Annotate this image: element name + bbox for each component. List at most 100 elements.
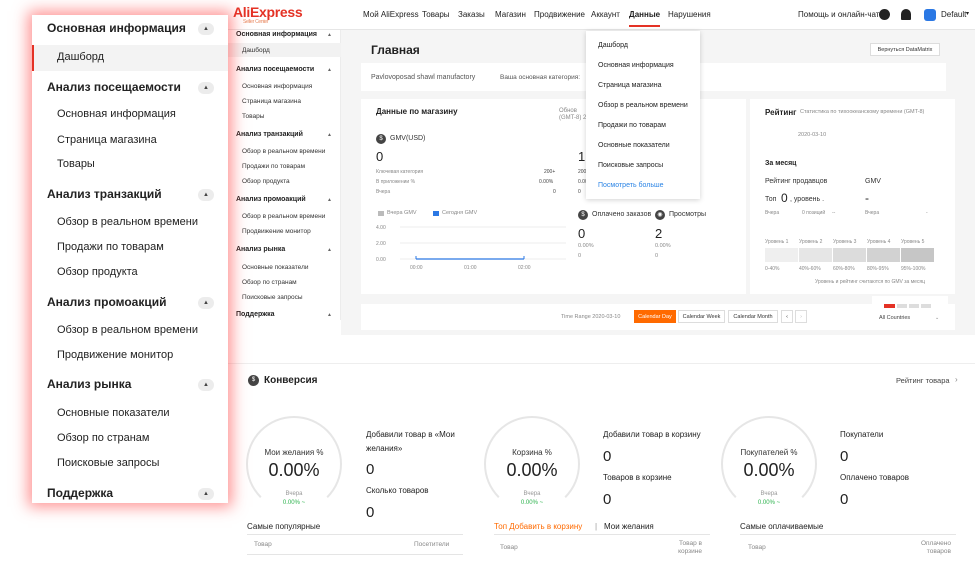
menu-section-traffic[interactable]: Анализ посещаемости [47,80,181,94]
chevron-right-icon[interactable]: › [955,375,958,384]
col-product: Товар [500,544,518,551]
language-select[interactable]: Default [941,10,967,19]
chevron-down-icon[interactable]: ⌄ [935,315,940,321]
collapse-icon[interactable]: ▲ [327,197,332,203]
calendar-week-button[interactable]: Calendar Week [678,310,725,323]
collapse-icon[interactable]: ▲ [198,189,214,201]
collapse-icon[interactable]: ▲ [327,247,332,253]
collapse-icon[interactable]: ▲ [198,297,214,309]
level-bar [833,248,866,262]
sidebar-item[interactable]: Товары [242,113,265,120]
level-bar [765,248,798,262]
chat-icon[interactable] [879,9,890,20]
menu-item[interactable]: Обзор в реальном времени [57,216,199,228]
top-cart-tab[interactable]: Топ Добавить в корзину [494,522,583,531]
collapse-icon[interactable]: ▲ [198,379,214,391]
sidebar-section-traffic[interactable]: Анализ посещаемости [236,66,315,73]
wishlist-tab[interactable]: Мои желания [604,522,654,531]
menu-item[interactable]: Основные показатели [57,407,170,419]
menu-item[interactable]: Обзор по странам [57,432,150,444]
gauge-delta: 0.00% ~ [757,500,781,506]
help-chat-link[interactable]: Помощь и онлайн-чат [798,10,880,19]
sidebar-item[interactable]: Обзор продукта [242,178,290,185]
bell-icon[interactable] [901,9,911,20]
sidebar-item[interactable]: Поисковые запросы [242,294,303,301]
collapse-icon[interactable]: ▲ [327,132,332,138]
menu-item[interactable]: Основная информация [57,108,176,120]
chevron-left-icon[interactable]: ‹ [781,310,793,323]
paid-orders-prev: 0 [578,253,582,259]
sidebar-item[interactable]: Основная информация [242,83,313,90]
menu-item[interactable]: Поисковые запросы [57,457,160,469]
language-icon[interactable] [924,9,936,21]
sidebar-item-dashboard[interactable]: Дашборд [242,47,270,54]
views-prev: 0 [655,253,659,259]
menu-section-support[interactable]: Поддержка [47,486,114,500]
dropdown-view-more-link[interactable]: Посмотреть больше [598,182,664,189]
menu-item-dashboard[interactable]: Дашборд [57,51,105,63]
nav-data[interactable]: Данные [629,10,661,27]
menu-item[interactable]: Страница магазина [57,134,157,146]
dropdown-item[interactable]: Страница магазина [598,82,662,89]
chevron-down-icon[interactable]: ▾ [966,11,970,17]
sidebar-section-basic[interactable]: Основная информация [236,31,317,38]
chevron-right-icon[interactable]: › [795,310,807,323]
dropdown-item[interactable]: Обзор в реальном времени [598,102,688,109]
menu-section-transactions[interactable]: Анализ транзакций [47,187,162,201]
collapse-icon[interactable]: ▲ [198,23,214,35]
dropdown-item[interactable]: Продажи по товарам [598,122,666,129]
gauge-delta: 0.00% ~ [282,500,306,506]
sidebar-item[interactable]: Обзор в реальном времени [242,213,326,220]
level-label: Уровень 3 [833,239,857,245]
sidebar-item[interactable]: Обзор по странам [242,279,297,286]
sidebar-item[interactable]: Страница магазина [242,98,301,105]
menu-section-market[interactable]: Анализ рынка [47,377,132,391]
dropdown-item[interactable]: Поисковые запросы [598,162,664,169]
calendar-month-button[interactable]: Calendar Month [728,310,778,323]
back-datamatrix-button[interactable]: Вернуться DataMatrix [870,43,940,56]
legend-today: Сегодня GMV [442,210,478,216]
x-tick-label: 00:00 [410,265,423,271]
dropdown-item[interactable]: Основная информация [598,62,674,69]
collapse-icon[interactable]: ▲ [327,312,332,318]
collapse-icon[interactable]: ▲ [198,488,214,500]
collapse-icon[interactable]: ▲ [327,67,332,73]
collapse-icon[interactable]: ▲ [198,82,214,94]
collapse-icon[interactable]: ▲ [327,32,332,38]
menu-item[interactable]: Обзор продукта [57,266,138,278]
stat-value: 0 [603,491,612,508]
menu-item[interactable]: Обзор в реальном времени [57,324,199,336]
menu-section-promo[interactable]: Анализ промоакций [47,295,167,309]
nav-account[interactable]: Аккаунт [591,10,620,19]
sidebar-item[interactable]: Продажи по товарам [242,163,306,170]
menu-item[interactable]: Товары [57,158,95,170]
product-rating-link[interactable]: Рейтинг товара [896,376,950,385]
dropdown-item-dashboard[interactable]: Дашборд [598,42,628,49]
menu-item[interactable]: Продвижение монитор [57,349,174,361]
sidebar-section-support[interactable]: Поддержка [236,311,275,318]
menu-section-basic[interactable]: Основная информация [47,21,186,35]
sidebar-section-market[interactable]: Анализ рынка [236,246,286,253]
col-visitors: Посетители [414,541,450,548]
dropdown-item[interactable]: Основные показатели [598,142,670,149]
nav-orders[interactable]: Заказы [458,10,485,19]
calendar-day-button[interactable]: Calendar Day [634,310,676,323]
sidebar-section-transactions[interactable]: Анализ транзакций [236,131,303,138]
aliexpress-logo[interactable]: AliExpress Seller Center [233,4,303,25]
level-label: Уровень 4 [867,239,891,245]
gmv-rating-label: GMV [865,178,881,185]
nav-store[interactable]: Магазин [495,10,526,19]
country-value[interactable]: All Countries [879,315,911,321]
sidebar-item[interactable]: Продвижение монитор [242,228,311,235]
x-tick-label: 01:00 [464,265,477,271]
sidebar-item[interactable]: Обзор в реальном времени [242,148,326,155]
nav-products[interactable]: Товары [422,10,450,19]
nav-my-aliexpress[interactable]: Мой AliExpress [363,10,419,19]
conversion-icon: $ [248,375,259,386]
sidebar-item[interactable]: Основные показатели [242,264,309,271]
nav-promotion[interactable]: Продвижение [534,10,585,19]
sidebar-section-promo[interactable]: Анализ промоакций [236,196,306,203]
nav-violations[interactable]: Нарушения [668,10,711,19]
menu-item[interactable]: Продажи по товарам [57,241,164,253]
country-select[interactable]: All Countries ⌄ [872,296,948,326]
